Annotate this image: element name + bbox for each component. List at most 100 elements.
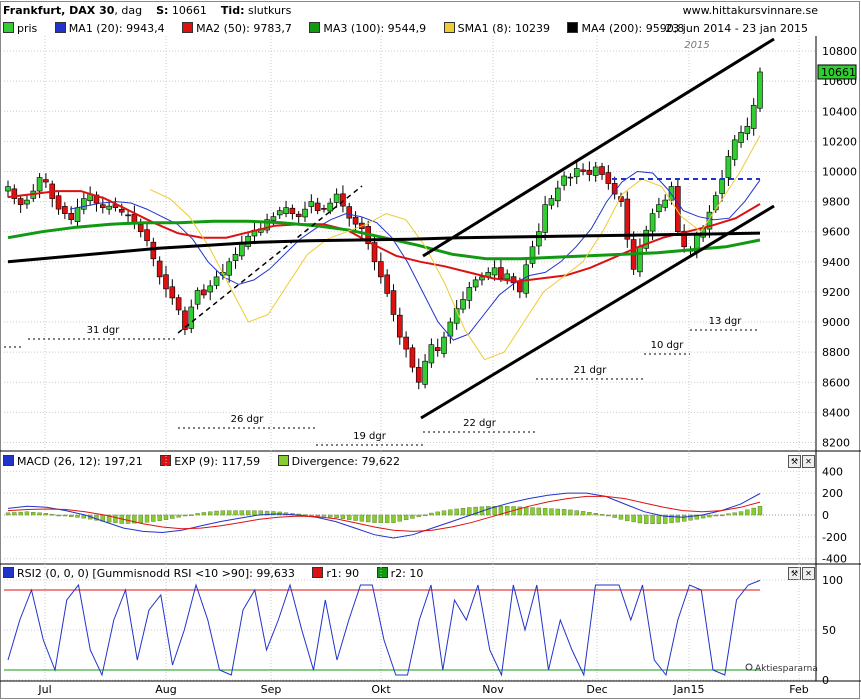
current-price-label: 10661 — [821, 66, 856, 79]
divergence-bar — [353, 514, 358, 521]
divergence-bar — [24, 511, 30, 516]
legend-item-r2: r2: 10 — [376, 567, 423, 580]
divergence-bar — [460, 508, 466, 516]
candle — [182, 310, 188, 330]
close-icon[interactable]: ✕ — [802, 455, 815, 468]
y-tick-label: 0 — [822, 674, 829, 687]
divergence-bar — [448, 509, 453, 516]
divergence-bar — [745, 509, 750, 516]
legend-swatch — [309, 22, 321, 33]
candle — [346, 206, 353, 219]
candle — [314, 202, 321, 211]
candle — [567, 176, 574, 179]
candle — [536, 231, 542, 247]
divergence-bar — [12, 512, 17, 516]
legend-item-r1: r1: 90 — [312, 567, 359, 580]
candle — [201, 289, 207, 296]
candle — [586, 169, 593, 175]
divergence-bar — [144, 514, 150, 523]
divergence-bar — [378, 514, 384, 523]
y-tick-label: 8800 — [822, 346, 850, 359]
divergence-bar — [580, 511, 586, 516]
y-tick-label: 9600 — [822, 226, 850, 239]
day-count-label: 31 dgr — [87, 325, 121, 336]
legend-item-macd: MACD (26, 12): 197,21 — [3, 455, 143, 468]
divergence-bar — [50, 513, 55, 516]
candle — [371, 242, 378, 263]
divergence-bar — [208, 511, 213, 516]
divergence-bar — [549, 508, 554, 516]
divergence-bar — [226, 510, 232, 516]
divergence-bar — [31, 512, 36, 516]
y-tick-label: 50 — [822, 624, 836, 637]
candle — [662, 199, 669, 208]
candle — [43, 179, 49, 183]
candle — [106, 205, 112, 210]
candle — [55, 195, 62, 210]
divergence-bar — [189, 514, 194, 516]
divergence-bar — [271, 511, 276, 516]
divergence-bar — [245, 510, 251, 516]
candle — [422, 360, 428, 385]
wrench-icon[interactable]: ⚒ — [788, 567, 801, 580]
divergence-bar — [372, 514, 377, 523]
date-range: 23 jun 2014 - 23 jan 2015 — [665, 22, 808, 35]
divergence-bar — [214, 510, 219, 516]
candle — [681, 230, 687, 248]
y-tick-label: 10200 — [822, 135, 857, 148]
divergence-bar — [618, 514, 624, 520]
divergence-bar — [486, 506, 491, 516]
candle — [504, 273, 511, 280]
candle — [731, 139, 738, 160]
divergence-bar — [403, 514, 409, 521]
y-tick-label: 9200 — [822, 286, 850, 299]
divergence-bar — [220, 510, 226, 516]
divergence-bar — [517, 506, 523, 516]
divergence-bar — [391, 514, 396, 523]
divergence-bar — [151, 514, 156, 522]
candle — [656, 204, 662, 213]
ma-line — [7, 219, 761, 261]
candle — [68, 213, 74, 220]
day-count-label: 19 dgr — [353, 431, 387, 442]
watermark: Aktiespararna — [755, 664, 818, 674]
divergence-bar — [170, 514, 175, 519]
site-url[interactable]: www.hittakursvinnare.se — [682, 4, 818, 17]
legend-swatch — [3, 455, 14, 466]
divergence-bar — [574, 510, 579, 516]
candle — [17, 198, 24, 205]
candle — [384, 274, 390, 294]
legend-swatch — [277, 455, 289, 466]
macd-line — [7, 492, 761, 539]
candle — [5, 186, 11, 192]
x-tick-label: Okt — [371, 683, 391, 696]
y-tick-label: 8400 — [822, 406, 850, 419]
divergence-bar — [359, 514, 365, 522]
legend-swatch — [3, 22, 14, 33]
candle — [738, 132, 744, 143]
tid-label: Tid: — [220, 4, 245, 17]
divergence-bar — [163, 514, 169, 520]
candle — [289, 207, 296, 214]
x-tick-label: Sep — [261, 683, 282, 696]
chart-header: Frankfurt, DAX 30, dag S: 10661 Tid: slu… — [3, 4, 818, 17]
y-tick-label: 10000 — [822, 165, 857, 178]
candle — [137, 224, 144, 233]
candle — [125, 214, 131, 217]
y-tick-label: 100 — [822, 574, 843, 587]
divergence-bar — [195, 513, 200, 516]
y-tick-label: 200 — [822, 487, 843, 500]
divergence-bar — [422, 514, 428, 517]
candle — [706, 211, 713, 230]
divergence-bar — [606, 514, 611, 517]
divergence-bar — [441, 510, 447, 516]
current-price-tag — [817, 64, 857, 80]
wrench-icon[interactable]: ⚒ — [788, 455, 801, 468]
divergence-bar — [530, 507, 535, 516]
x-tick-label: Nov — [482, 683, 504, 696]
divergence-bar — [410, 514, 415, 519]
divergence-bar — [612, 514, 617, 518]
candle — [264, 219, 270, 231]
day-count-label: 13 dgr — [709, 316, 743, 327]
